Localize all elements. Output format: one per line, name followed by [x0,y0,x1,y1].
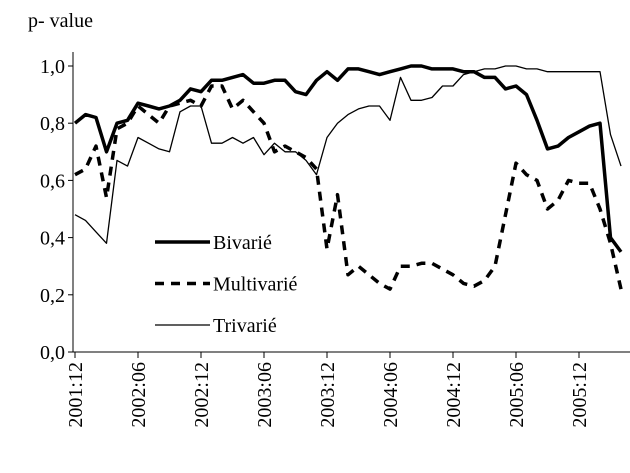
x-tick-label: 2002:12 [191,362,213,428]
series-line [73,64,623,253]
legend-label: Bivarié [213,232,272,254]
x-tick-label: 2003:12 [317,362,339,428]
y-tick-label: 0,2 [40,285,65,307]
y-tick-label: 0,6 [40,170,65,192]
y-tick-label: 0,0 [40,342,65,364]
x-tick-label: 2003:06 [254,362,276,428]
y-tick-label: 0,8 [40,113,65,135]
series-line [74,84,623,291]
legend-label: Multivarié [213,274,298,296]
y-axis-label: p- value [28,10,93,32]
x-tick-label: 2001:12 [65,362,87,428]
x-tick-label: 2002:06 [128,362,150,428]
y-tick-label: 0,4 [40,228,65,250]
legend-label: Trivarié [213,315,277,337]
y-tick-label: 1,0 [40,56,65,78]
series-line [74,65,622,244]
x-tick-label: 2005:12 [569,362,591,428]
x-tick-label: 2004:06 [380,362,402,428]
x-tick-label: 2005:06 [506,362,528,428]
x-tick-label: 2004:12 [443,362,465,428]
